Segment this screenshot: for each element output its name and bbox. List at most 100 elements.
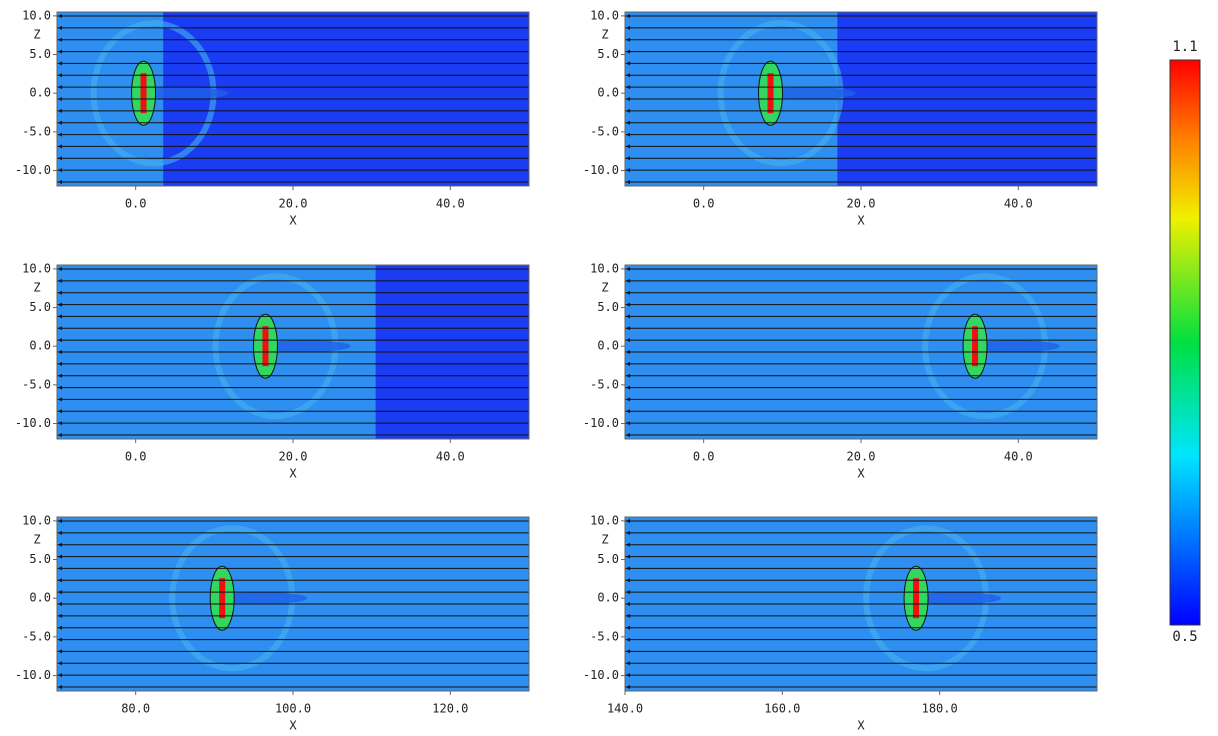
x-axis-label: X (289, 214, 297, 228)
streamline-arrow (58, 578, 62, 583)
streamline-arrow (58, 156, 62, 161)
streamline-arrow (626, 673, 630, 678)
x-tick-label: 40.0 (1004, 450, 1033, 464)
x-tick-label: 80.0 (121, 702, 150, 716)
wake (260, 340, 351, 353)
streamline-arrow (58, 373, 62, 378)
streamline-arrow (58, 14, 62, 18)
streamline-arrow (626, 361, 630, 366)
x-tick-label: 20.0 (847, 450, 876, 464)
y-tick-label: 5.0 (29, 300, 51, 314)
y-tick-label: -10.0 (15, 416, 51, 430)
streamline-arrow (58, 685, 62, 689)
streamline-arrow (626, 278, 630, 283)
streamline-arrow (58, 180, 62, 184)
plot-area (57, 517, 529, 691)
y-tick-label: 0.0 (29, 591, 51, 605)
streamline-arrow (626, 519, 630, 523)
streamline-arrow (58, 120, 62, 125)
plot-area (625, 517, 1097, 691)
streamline-arrow (626, 338, 630, 343)
streamline-arrow (58, 530, 62, 535)
streamline-arrow (58, 350, 62, 354)
streamline-arrow (58, 613, 62, 618)
x-tick-label: 120.0 (432, 702, 468, 716)
streamline-arrow (626, 156, 630, 161)
cloud-core (140, 73, 147, 114)
streamline-arrow (626, 97, 630, 101)
streamline-arrow (626, 566, 630, 571)
streamline-arrow (58, 397, 62, 402)
y-tick-label: -10.0 (583, 668, 619, 682)
streamline-arrow (626, 49, 630, 54)
streamline-arrow (626, 61, 630, 66)
x-tick-label: 0.0 (125, 450, 147, 464)
streamline-arrow (58, 108, 62, 113)
x-tick-label: 0.0 (125, 197, 147, 211)
streamline-arrow (58, 554, 62, 559)
y-tick-label: -10.0 (15, 163, 51, 177)
y-tick-label: -5.0 (22, 124, 51, 138)
streamline-arrow (58, 673, 62, 678)
y-axis-label: Z (601, 281, 608, 295)
streamline-arrow (626, 302, 630, 307)
y-axis-label: Z (33, 281, 40, 295)
streamline-arrow (626, 602, 630, 606)
y-tick-label: 10.0 (22, 8, 51, 22)
y-axis-label: Z (33, 28, 40, 42)
streamline-arrow (626, 397, 630, 402)
y-tick-label: -10.0 (583, 163, 619, 177)
streamline-arrow (626, 661, 630, 666)
streamline-arrow (58, 421, 62, 426)
plot-area (57, 265, 529, 439)
x-tick-label: 140.0 (607, 702, 643, 716)
x-axis-label: X (857, 467, 865, 481)
streamline-arrow (58, 637, 62, 642)
x-tick-label: 40.0 (436, 450, 465, 464)
colorbar (1169, 59, 1201, 626)
x-tick-label: 20.0 (279, 450, 308, 464)
y-tick-label: 5.0 (29, 552, 51, 566)
x-axis-label: X (289, 719, 297, 733)
y-tick-label: 5.0 (597, 300, 619, 314)
cloud-core (219, 578, 226, 619)
streamline-arrow (626, 637, 630, 642)
streamline-arrow (626, 554, 630, 559)
streamline-arrow (626, 350, 630, 354)
y-tick-label: 5.0 (597, 47, 619, 61)
streamline-arrow (58, 314, 62, 319)
streamline-arrow (626, 73, 630, 78)
streamline-arrow (58, 49, 62, 54)
streamline-arrow (626, 168, 630, 173)
streamline-arrow (58, 278, 62, 283)
colorbar-min-label: 0.5 (1172, 629, 1197, 645)
x-tick-label: 160.0 (764, 702, 800, 716)
streamline-arrow (626, 14, 630, 18)
x-tick-label: 180.0 (922, 702, 958, 716)
streamline-arrow (626, 373, 630, 378)
streamline-arrow (58, 649, 62, 654)
wake (970, 340, 1061, 353)
streamline-arrow (58, 168, 62, 173)
streamline-arrow (626, 625, 630, 630)
y-tick-label: 10.0 (22, 261, 51, 275)
streamline-arrow (58, 73, 62, 78)
x-axis-label: X (857, 214, 865, 228)
streamline-arrow (626, 530, 630, 535)
x-tick-label: 40.0 (1004, 197, 1033, 211)
plot-area (625, 265, 1097, 439)
y-tick-label: 0.0 (29, 86, 51, 100)
x-axis-label: X (857, 719, 865, 733)
streamline-arrow (58, 37, 62, 42)
y-axis-label: Z (601, 28, 608, 42)
streamline-arrow (58, 132, 62, 137)
y-tick-label: 0.0 (597, 591, 619, 605)
streamline-arrow (58, 85, 62, 90)
streamline-arrow (58, 25, 62, 30)
streamline-arrow (58, 433, 62, 437)
y-tick-label: 10.0 (22, 513, 51, 527)
y-tick-label: -5.0 (590, 377, 619, 391)
y-tick-label: 0.0 (29, 339, 51, 353)
streamline-arrow (626, 685, 630, 689)
